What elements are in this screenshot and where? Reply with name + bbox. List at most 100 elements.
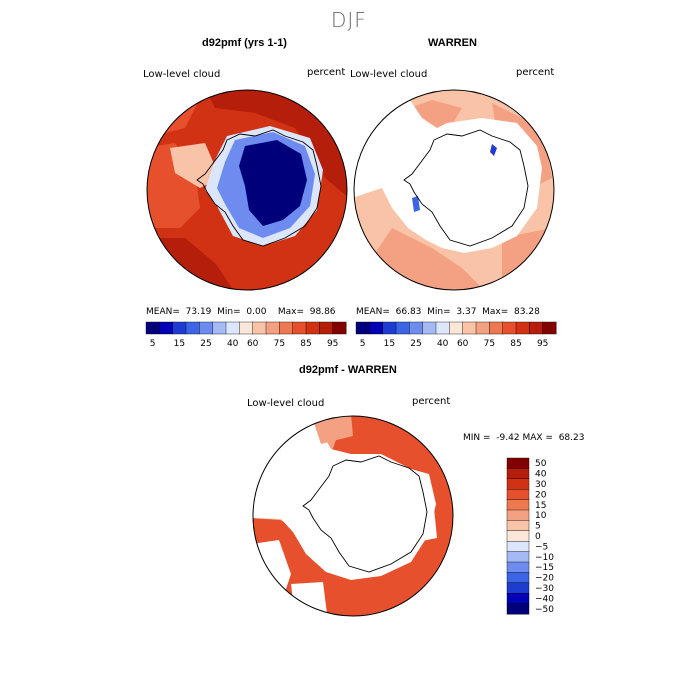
- left-max-value: 98.86: [309, 307, 336, 317]
- left-map-border: [146, 89, 348, 291]
- right-map-region-corner: [354, 90, 366, 108]
- right-colorbar-tick-label: 40: [437, 339, 449, 349]
- left-colorbar-tick-label: 5: [150, 339, 156, 349]
- left-colorbar-cell: [212, 321, 227, 335]
- left-panel-title: d92pmf (yrs 1-1): [202, 37, 287, 49]
- left-colorbar-cell: [252, 321, 267, 335]
- diff-colorbar-tick-label: −50: [535, 605, 554, 615]
- left-colorbar-cell: [292, 321, 307, 335]
- right-map-border: [353, 89, 555, 291]
- right-field-label: Low-level cloud: [350, 69, 428, 80]
- right-colorbar: 5 15 25 40 60 75 85 95: [355, 321, 557, 349]
- left-map-region-continent: [239, 140, 307, 226]
- right-colorbar-tick-label: 75: [484, 339, 495, 349]
- left-colorbar-tick-label: 95: [327, 339, 338, 349]
- right-colorbar-ticks: 5 15 25 40 60 75 85 95: [360, 339, 549, 349]
- right-colorbar-cell: [542, 321, 557, 335]
- diff-colorbar-tick-label: 5: [535, 522, 541, 532]
- right-colorbar-cell: [462, 321, 477, 335]
- diff-colorbar-tick-label: −10: [535, 553, 554, 563]
- diff-colorbar-tick-label: 0: [535, 532, 541, 542]
- left-colorbar-cell: [172, 321, 187, 335]
- diff-map-region-west-low: [253, 518, 291, 544]
- diff-colorbar-tick-label: −5: [535, 542, 548, 552]
- left-map-region-peninsula-halo: [170, 143, 220, 188]
- diff-stats: MIN = -9.42 MAX = 68.23: [463, 433, 584, 443]
- left-colorbar-cell: [185, 321, 200, 335]
- right-colorbar-cell: [369, 321, 384, 335]
- left-colorbar-cells: [145, 321, 347, 335]
- right-map-coastline: [403, 129, 529, 247]
- diff-colorbar-cell: [506, 509, 530, 521]
- left-colorbar-tick-label: 60: [247, 339, 259, 349]
- left-colorbar-cell: [239, 321, 254, 335]
- right-colorbar-tick-label: 85: [510, 339, 521, 349]
- right-stats: MEAN= 66.83 Min= 3.37 Max= 83.28: [356, 307, 540, 317]
- right-colorbar-tick-label: 25: [410, 339, 421, 349]
- diff-colorbar-cell: [506, 530, 530, 542]
- diff-panel-title: d92pmf - WARREN: [299, 364, 397, 376]
- diff-colorbar-cell: [506, 572, 530, 584]
- diff-colorbar-cell: [506, 478, 530, 490]
- right-colorbar-cell: [409, 321, 424, 335]
- left-mean-label: MEAN=: [146, 307, 180, 317]
- right-map-region-blue-spot: [490, 144, 497, 156]
- diff-colorbar-cell: [506, 468, 530, 480]
- right-colorbar-tick-label: 60: [457, 339, 469, 349]
- diff-min-value: -9.42: [496, 433, 520, 443]
- diff-colorbar-tick-label: 30: [535, 480, 547, 490]
- right-colorbar-tick-label: 5: [360, 339, 366, 349]
- diff-colorbar-tick-label: 40: [535, 470, 547, 480]
- right-mean-label: MEAN=: [356, 307, 390, 317]
- diff-colorbar-cell: [506, 582, 530, 594]
- right-colorbar-tick-label: 95: [537, 339, 548, 349]
- diff-colorbar-cell: [506, 457, 530, 469]
- right-colorbar-cell: [382, 321, 397, 335]
- diff-colorbar-cell: [506, 561, 530, 573]
- left-colorbar-cell: [145, 321, 160, 335]
- diff-colorbar-tick-label: −15: [535, 563, 554, 573]
- left-colorbar-cell: [225, 321, 240, 335]
- left-colorbar-cell: [332, 321, 347, 335]
- diff-colorbar-tick-label: −40: [535, 594, 554, 604]
- left-colorbar-tick-label: 40: [227, 339, 239, 349]
- right-colorbar-cell: [502, 321, 517, 335]
- right-mean-value: 66.83: [395, 307, 422, 317]
- left-min-value: 0.00: [246, 307, 267, 317]
- right-colorbar-cell: [489, 321, 504, 335]
- right-map-region-west: [354, 198, 388, 224]
- diff-field-label: Low-level cloud: [247, 398, 325, 409]
- season-title: DJF: [331, 8, 367, 32]
- right-map-region-blue-strip: [412, 196, 420, 212]
- left-colorbar-tick-label: 75: [274, 339, 285, 349]
- left-field-label: Low-level cloud: [143, 69, 221, 80]
- left-polar-map: [146, 89, 348, 291]
- left-colorbar-tick-label: 85: [300, 339, 311, 349]
- left-min-label: Min=: [217, 307, 241, 317]
- right-panel-title: WARREN: [428, 37, 477, 49]
- diff-colorbar-tick-label: 10: [535, 511, 547, 521]
- right-colorbar-cell: [449, 321, 464, 335]
- left-colorbar-tick-label: 25: [200, 339, 211, 349]
- diff-max-label: MAX =: [522, 433, 553, 443]
- right-colorbar-cells: [355, 321, 557, 335]
- diff-colorbar-cell: [506, 540, 530, 553]
- diff-colorbar-cell: [506, 499, 530, 511]
- right-colorbar-cell: [355, 321, 370, 335]
- diff-colorbar-tick-label: −30: [535, 584, 554, 594]
- diff-colorbar-tick-label: 20: [535, 490, 547, 500]
- right-colorbar-cell: [422, 321, 437, 335]
- left-colorbar-cell: [199, 321, 214, 335]
- diff-colorbar-tick-label: 50: [535, 459, 547, 469]
- diff-map-missing-south: [291, 582, 327, 616]
- left-colorbar-cell: [279, 321, 294, 335]
- diff-map-missing-data: [253, 416, 436, 580]
- left-colorbar: 5 15 25 40 60 75 85 95: [145, 321, 347, 349]
- diff-colorbar-cell: [506, 551, 530, 563]
- right-colorbar-cell: [475, 321, 490, 335]
- right-map-missing-data: [354, 90, 542, 253]
- diff-colorbar-tick-label: −20: [535, 574, 554, 584]
- left-max-label: Max=: [277, 307, 305, 317]
- right-colorbar-tick-label: 15: [384, 339, 395, 349]
